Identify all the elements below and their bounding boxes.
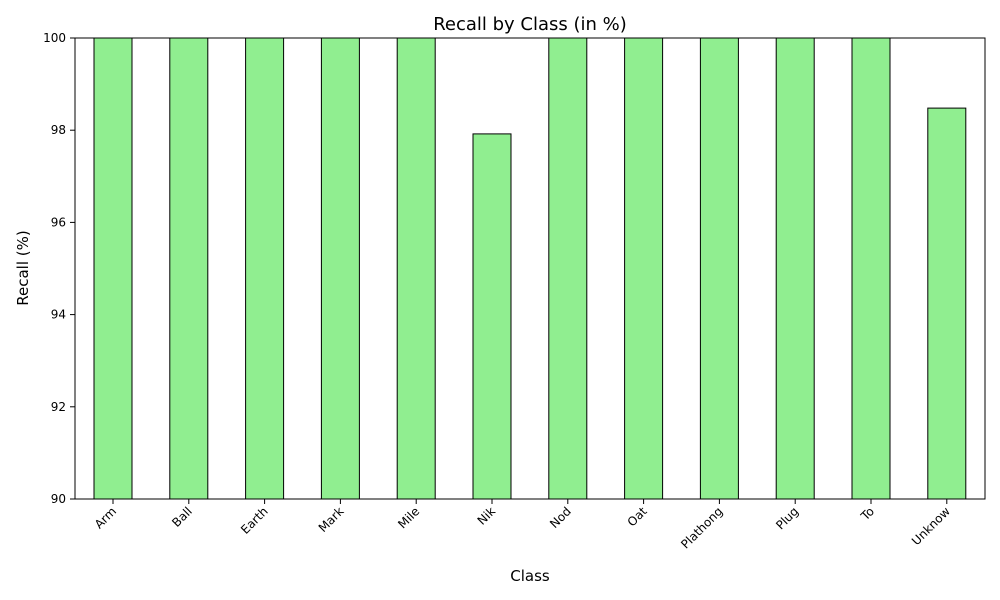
- bar-oat: [624, 37, 664, 500]
- x-tick-label: Ball: [169, 504, 195, 530]
- y-tick-label: 92: [51, 400, 66, 414]
- y-axis: 90 92 94 96 98 100: [43, 31, 75, 506]
- bar-ball: [169, 37, 209, 500]
- bar-mark: [320, 37, 360, 500]
- y-tick-label: 100: [43, 31, 66, 45]
- x-tick-label: Earth: [238, 504, 271, 537]
- x-tick-label: To: [858, 504, 878, 524]
- bar-series: [93, 37, 967, 500]
- y-tick-label: 90: [51, 492, 66, 506]
- y-tick-label: 98: [51, 123, 66, 137]
- bar-to: [851, 37, 891, 500]
- bar-plathong: [699, 37, 739, 500]
- x-tick-label: Mark: [316, 504, 347, 535]
- y-axis-label: Recall (%): [14, 230, 32, 305]
- x-axis-label: Class: [510, 567, 550, 585]
- x-tick-label: Mile: [395, 504, 422, 531]
- y-tick-label: 96: [51, 215, 66, 229]
- bar-arm: [93, 37, 133, 500]
- bar-earth: [245, 37, 285, 500]
- bar-unknow: [927, 107, 967, 500]
- x-tick-label: Nik: [475, 504, 499, 528]
- x-tick-label: Plathong: [678, 504, 725, 551]
- x-tick-label: Plug: [773, 504, 801, 532]
- plot-frame: [74, 37, 986, 500]
- x-tick-label: Oat: [625, 504, 650, 529]
- bar-nik: [472, 133, 512, 500]
- x-axis: Arm Ball Earth Mark Mile Nik Nod Oat Plathong Plu…: [92, 499, 953, 551]
- bar-nod: [548, 37, 588, 500]
- chart-title: Recall by Class (in %): [433, 14, 627, 35]
- bar-mile: [396, 37, 436, 500]
- bar-plug: [775, 37, 815, 500]
- x-tick-label: Arm: [92, 504, 119, 531]
- x-tick-label: Unknow: [909, 504, 953, 548]
- y-tick-label: 94: [51, 308, 66, 322]
- x-tick-label: Nod: [547, 504, 574, 531]
